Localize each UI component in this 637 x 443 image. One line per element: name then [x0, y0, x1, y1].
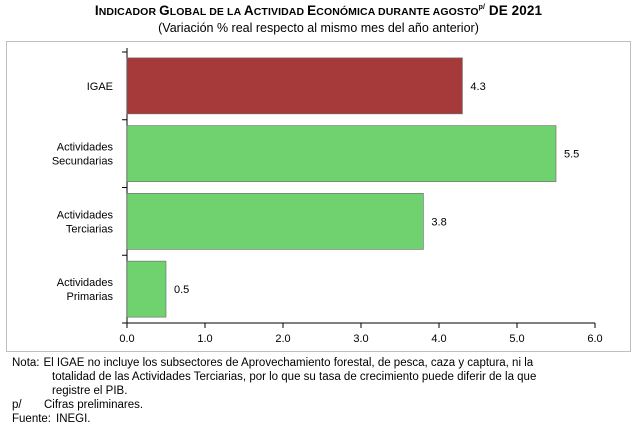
source-label: Fuente:	[12, 413, 51, 425]
note-text-line-3: registre el PIB.	[52, 385, 128, 397]
chart-subtitle: (Variación % real respecto al mismo mes …	[158, 21, 479, 35]
chart-title: INDICADOR GLOBAL DE LA ACTIVIDAD ECONÓMI…	[6, 3, 631, 18]
preliminary-label: p/	[12, 399, 22, 411]
category-label: Actividades	[57, 277, 114, 289]
x-tick-label: 1.0	[197, 333, 212, 345]
preliminary-text: Cifras preliminares.	[44, 399, 144, 411]
title-part: A	[243, 3, 254, 18]
category-label: Actividades	[57, 142, 114, 154]
title-part: G	[159, 3, 170, 18]
note-row: Nota: El IGAE no incluye los subsectores…	[12, 356, 632, 370]
title-part: CTIVIDAD	[253, 6, 308, 18]
title-part: LOBAL DE LA	[169, 6, 244, 18]
bar-value-label: 4.3	[470, 81, 485, 93]
title-part: NDICADOR	[98, 6, 160, 18]
x-tick-label: 0.0	[119, 333, 134, 345]
preliminary-row: p/ Cifras preliminares.	[12, 398, 632, 412]
title-part: E	[307, 3, 317, 18]
category-label: Actividades	[57, 209, 114, 221]
category-label: IGAE	[87, 81, 113, 93]
category-label: Primarias	[67, 291, 114, 303]
footnotes: Nota: El IGAE no incluye los subsectores…	[12, 356, 632, 426]
title-superscript: p/	[478, 4, 486, 11]
bar	[126, 193, 424, 250]
category-label: Terciarias	[66, 223, 114, 235]
x-tick-label: 2.0	[275, 333, 290, 345]
x-tick-label: 3.0	[353, 333, 368, 345]
bar-chart: 0.0 1.0 2.0 3.0 4.0 5.0 6.0 4.3 IGAE 5.5 Actividad…	[52, 48, 603, 345]
note-text-line-1: El IGAE no incluye los subsectores de Ap…	[43, 357, 534, 369]
title-part: CONÓMICA DURANTE AGOSTO	[316, 6, 479, 18]
chart-frame: 0.0 1.0 2.0 3.0 4.0 5.0 6.0 4.3 IGAE 5.5 Actividad…	[6, 41, 631, 352]
bar-value-label: 3.8	[431, 216, 446, 228]
bar	[126, 260, 167, 318]
title-tail: DE 2021	[485, 3, 543, 18]
x-tick-label: 4.0	[431, 333, 446, 345]
bar	[126, 125, 557, 182]
title-part: I	[94, 3, 99, 18]
category-label: Secundarias	[52, 156, 114, 168]
note-label: Nota:	[12, 357, 40, 369]
note-text-line-2: totalidad de las Actividades Terciarias,…	[52, 371, 537, 383]
source-row: Fuente: INEGI.	[12, 412, 632, 426]
x-tick-label: 5.0	[509, 333, 524, 345]
x-tick-label: 6.0	[587, 333, 602, 345]
bar-value-label: 0.5	[174, 284, 189, 296]
bar-value-label: 5.5	[564, 149, 579, 161]
source-text: INEGI.	[56, 413, 91, 425]
bar	[126, 57, 463, 115]
